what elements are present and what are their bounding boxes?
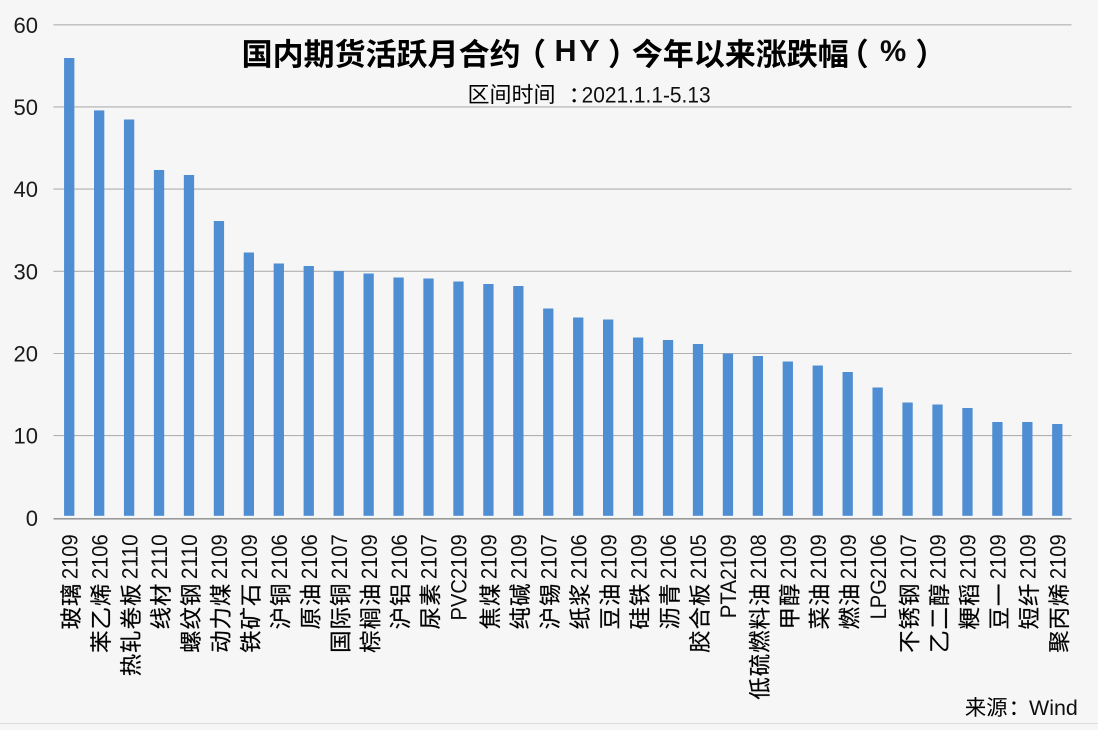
- svg-text:40: 40: [14, 177, 38, 202]
- svg-text:H: H: [555, 34, 577, 68]
- svg-text:2109: 2109: [507, 534, 532, 579]
- svg-text:2109: 2109: [1016, 534, 1041, 579]
- svg-text:2109: 2109: [986, 534, 1011, 579]
- svg-text:Y: Y: [579, 34, 599, 68]
- svg-text:2106: 2106: [387, 534, 412, 579]
- svg-text:PTA2109: PTA2109: [716, 534, 741, 618]
- svg-text:2107: 2107: [537, 534, 562, 579]
- svg-text:2110: 2110: [117, 534, 142, 579]
- svg-text:2110: 2110: [177, 534, 202, 579]
- svg-text:30: 30: [14, 259, 38, 284]
- svg-text:2106: 2106: [87, 534, 112, 579]
- svg-text:2109: 2109: [207, 534, 232, 579]
- svg-text:2109: 2109: [776, 534, 801, 579]
- svg-text:10: 10: [14, 424, 38, 449]
- svg-text:2105: 2105: [686, 534, 711, 579]
- svg-text:LPG2106: LPG2106: [866, 534, 891, 619]
- svg-text:2107: 2107: [417, 534, 442, 579]
- svg-text:60: 60: [14, 13, 38, 38]
- svg-text:2021.1.1-5.13: 2021.1.1-5.13: [582, 82, 711, 107]
- svg-text:20: 20: [14, 342, 38, 367]
- svg-text:2106: 2106: [566, 534, 591, 579]
- svg-text:0: 0: [26, 506, 38, 531]
- svg-text:2106: 2106: [297, 534, 322, 579]
- svg-text:PVC2109: PVC2109: [447, 534, 472, 620]
- svg-text:50: 50: [14, 95, 38, 120]
- svg-text:2109: 2109: [926, 534, 951, 579]
- svg-text:2109: 2109: [1046, 534, 1071, 579]
- svg-text:2107: 2107: [327, 534, 352, 579]
- svg-text:2106: 2106: [656, 534, 681, 579]
- svg-text:2109: 2109: [836, 534, 861, 579]
- svg-text:2109: 2109: [626, 534, 651, 579]
- svg-text:2109: 2109: [237, 534, 262, 579]
- svg-text:2109: 2109: [956, 534, 981, 579]
- svg-text:2109: 2109: [596, 534, 621, 579]
- svg-text:Wind: Wind: [1029, 696, 1078, 720]
- svg-text:2106: 2106: [267, 534, 292, 579]
- svg-text:2109: 2109: [477, 534, 502, 579]
- svg-text:2108: 2108: [746, 534, 771, 579]
- svg-text:2110: 2110: [147, 534, 172, 579]
- svg-text:2109: 2109: [806, 534, 831, 579]
- svg-text:2107: 2107: [896, 534, 921, 579]
- svg-text:2109: 2109: [57, 534, 82, 579]
- svg-text:2109: 2109: [357, 534, 382, 579]
- svg-text:%: %: [880, 35, 906, 68]
